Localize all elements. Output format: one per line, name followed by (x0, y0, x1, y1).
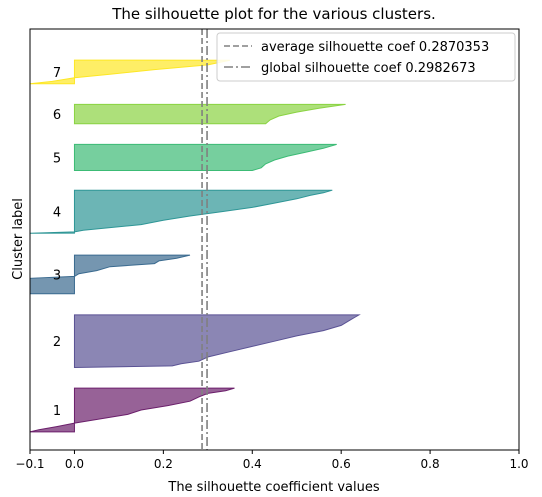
legend-box (216, 32, 516, 82)
x-tick-label: −0.1 (15, 457, 44, 471)
x-axis: −0.1 0.0 0.2 0.4 0.6 0.8 1.0 (15, 450, 529, 471)
legend-entry-2: global silhouette coef 0.2982673 (261, 61, 476, 76)
plot-area: 1 2 3 4 5 6 7 (29, 29, 361, 450)
cluster-1-label: 1 (53, 404, 61, 419)
cluster-5-silhouette (73, 143, 337, 172)
cluster-4-label: 4 (53, 206, 61, 221)
x-tick-label: 0.6 (332, 457, 351, 471)
x-tick-label: 0.0 (65, 457, 84, 471)
cluster-3-label: 3 (53, 268, 61, 283)
legend-entry-1: average silhouette coef 0.2870353 (261, 40, 489, 55)
chart-title: The silhouette plot for the various clus… (111, 5, 436, 23)
cluster-5-label: 5 (53, 151, 61, 166)
cluster-4-silhouette (29, 189, 333, 234)
cluster-2-label: 2 (53, 335, 61, 350)
plot-frame (29, 28, 520, 451)
x-tick-label: 0.2 (154, 457, 173, 471)
cluster-6-label: 6 (53, 108, 61, 123)
cluster-6-silhouette (73, 103, 346, 125)
cluster-2-silhouette (73, 314, 361, 369)
x-axis-label: The silhouette coefficient values (167, 480, 379, 495)
legend: average silhouette coef 0.2870353 global … (216, 32, 516, 82)
y-axis-label: Cluster label (11, 198, 26, 280)
x-tick-label: 0.8 (421, 457, 440, 471)
x-tick-label: 0.4 (243, 457, 262, 471)
x-tick-label: 1.0 (509, 457, 528, 471)
cluster-1-silhouette (29, 387, 235, 433)
cluster-7-label: 7 (53, 66, 61, 81)
